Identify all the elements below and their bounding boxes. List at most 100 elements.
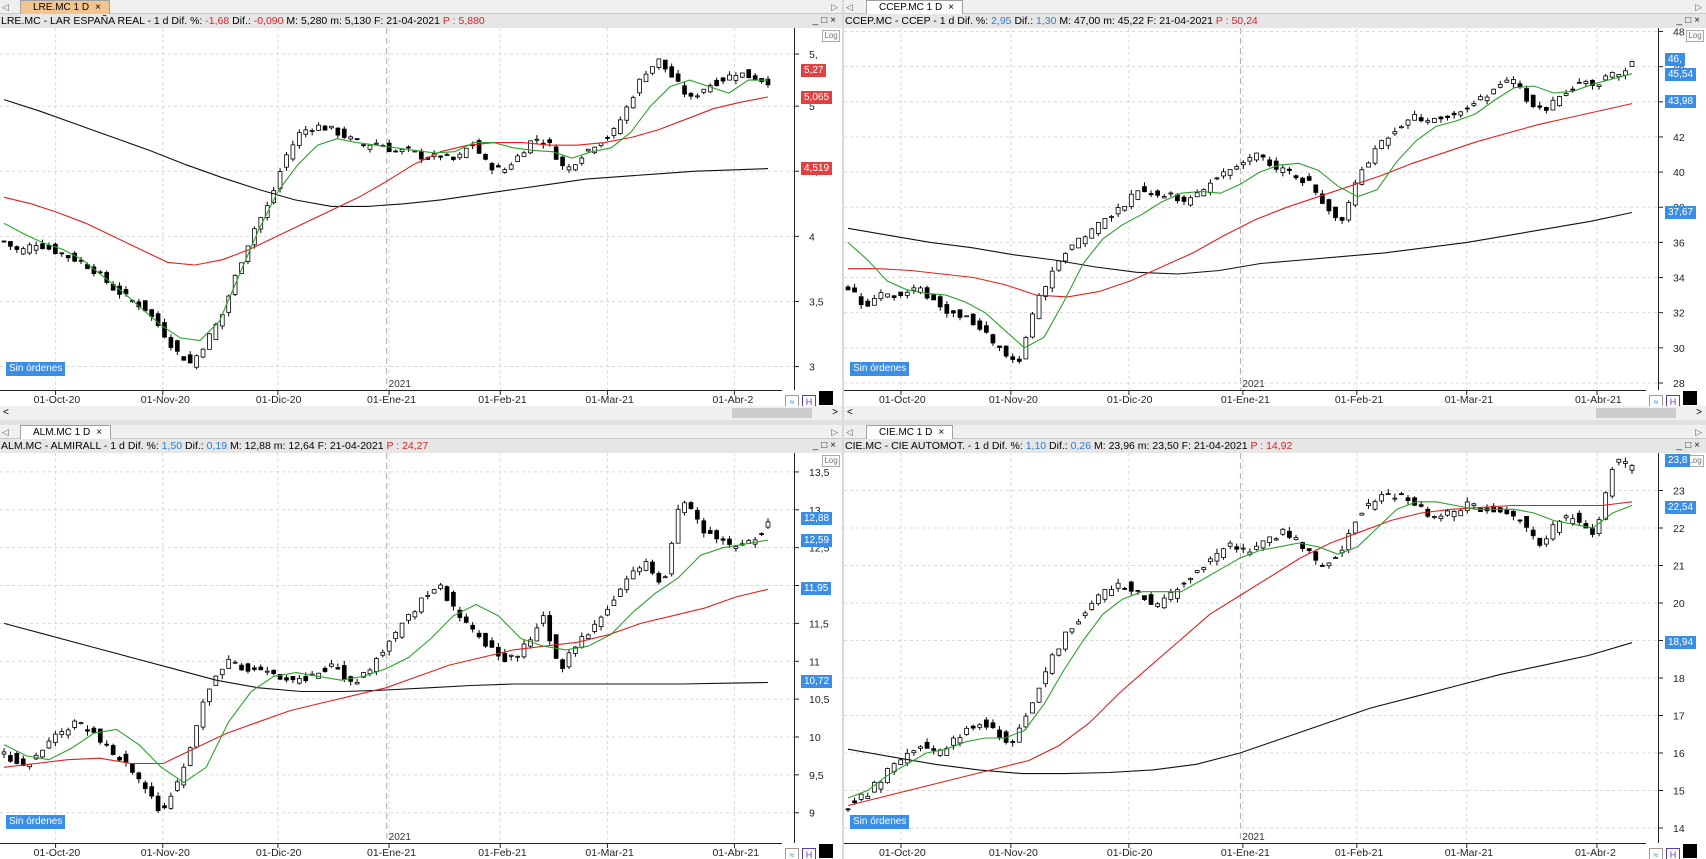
candle xyxy=(27,242,33,256)
date-value: 21-04-2021 xyxy=(1159,15,1213,27)
candle xyxy=(348,135,354,141)
scroll-right-icon[interactable]: > xyxy=(1696,407,1702,418)
candle xyxy=(1497,507,1503,514)
tab-close-icon[interactable]: × xyxy=(96,427,103,438)
candle xyxy=(977,723,983,730)
x-tick-label: 01-Mar-21 xyxy=(585,394,634,406)
x-tick-label: 01-Nov-20 xyxy=(989,394,1038,406)
date-axis[interactable]: 01-Oct-20 01-Nov-20 01-Dic-20 01-Ene-21 01-F… xyxy=(0,390,794,406)
candle xyxy=(1511,76,1516,88)
scroll-right-icon[interactable]: > xyxy=(832,407,838,418)
panel-divider-horizontal[interactable] xyxy=(0,420,1706,425)
candle xyxy=(1451,110,1457,119)
chart-tool-buttons[interactable]: ≈ H xyxy=(1646,843,1706,859)
chart-panel-lre: ◁ LRE.MC 1 D × ▷ LRE.MC - LAR ESPAÑA REAL - … xyxy=(0,0,842,420)
tab-scroll-left-icon[interactable]: ◁ xyxy=(2,427,9,437)
candle xyxy=(297,674,302,685)
scroll-left-icon[interactable]: < xyxy=(3,407,9,418)
candle xyxy=(1260,540,1266,551)
candle xyxy=(1616,458,1622,466)
tab-scroll-right-icon[interactable]: ▷ xyxy=(1695,2,1702,12)
candle xyxy=(412,610,418,620)
tab-lre[interactable]: LRE.MC 1 D × xyxy=(20,0,110,14)
log-scale-toggle[interactable]: Log xyxy=(822,455,840,467)
candle xyxy=(59,728,65,738)
log-scale-toggle[interactable]: Log xyxy=(822,30,840,42)
tab-close-icon[interactable]: × xyxy=(938,427,945,438)
y-tick-label: 3,5 xyxy=(809,296,824,308)
scrollbar-thumb[interactable] xyxy=(732,408,812,418)
price-axis[interactable]: Log99,51010,51111,51212,51313,512,8812,5… xyxy=(794,453,842,843)
price-tag: 45,54 xyxy=(1665,67,1697,81)
candle xyxy=(1207,556,1213,565)
tab-close-icon[interactable]: × xyxy=(948,2,955,13)
candle xyxy=(964,315,969,318)
price-value: 14,92 xyxy=(1266,440,1293,452)
price-chart[interactable]: 2021 xyxy=(0,453,794,843)
window-buttons[interactable]: _□× xyxy=(1676,15,1703,26)
candle xyxy=(1043,285,1049,301)
moving-average-short xyxy=(3,539,769,784)
candle xyxy=(1168,191,1174,197)
candle xyxy=(1629,60,1635,67)
tab-scroll-left-icon[interactable]: ◁ xyxy=(846,2,853,12)
price-chart[interactable]: 2021 xyxy=(844,28,1658,390)
candle xyxy=(1399,125,1404,129)
date-axis-ticks: 01-Oct-20 01-Nov-20 01-Dic-20 01-Ene-21 01-F… xyxy=(879,844,1616,859)
tab-scroll-left-icon[interactable]: ◁ xyxy=(2,2,9,12)
fill-color-icon[interactable] xyxy=(1683,391,1697,405)
candle xyxy=(1511,509,1516,521)
panel-divider-vertical[interactable] xyxy=(842,0,844,859)
date-axis[interactable]: 01-Oct-20 01-Nov-20 01-Dic-20 01-Ene-21 01-F… xyxy=(844,390,1658,406)
date-axis[interactable]: 01-Oct-20 01-Nov-20 01-Dic-20 01-Ene-21 01-F… xyxy=(844,843,1658,859)
y-tick-label: 36 xyxy=(1673,237,1685,249)
candle xyxy=(662,575,668,579)
candle xyxy=(97,728,103,745)
candle xyxy=(1372,499,1378,511)
price-tag: 11,95 xyxy=(801,582,832,596)
candle xyxy=(1181,195,1187,206)
crosshair-icon[interactable]: H xyxy=(1666,848,1680,859)
date-axis[interactable]: 01-Oct-20 01-Nov-20 01-Dic-20 01-Ene-21 01-F… xyxy=(0,843,794,859)
chart-tool-buttons[interactable]: ≈ H xyxy=(782,843,842,859)
tab-cie[interactable]: CIE.MC 1 D × xyxy=(866,425,954,439)
horizontal-scrollbar[interactable]: < > xyxy=(0,406,842,420)
tab-alm[interactable]: ALM.MC 1 D × xyxy=(20,425,112,439)
window-buttons[interactable]: _□× xyxy=(1676,440,1703,451)
indicator-icon[interactable]: ≈ xyxy=(1649,848,1663,859)
tab-scroll-right-icon[interactable]: ▷ xyxy=(1695,427,1702,437)
price-tag: 5,27 xyxy=(801,63,827,77)
fill-color-icon[interactable] xyxy=(819,391,833,405)
scroll-left-icon[interactable]: < xyxy=(847,407,853,418)
candle xyxy=(457,151,463,160)
tab-close-icon[interactable]: × xyxy=(95,2,101,13)
dif-pct-value: -1,68 xyxy=(205,15,230,27)
fill-color-icon[interactable] xyxy=(819,844,833,858)
candle xyxy=(1464,497,1470,514)
tab-scroll-right-icon[interactable]: ▷ xyxy=(831,427,838,437)
scrollbar-thumb[interactable] xyxy=(1596,408,1676,418)
candle xyxy=(1076,237,1081,249)
indicator-icon[interactable]: ≈ xyxy=(785,848,799,859)
tab-scroll-left-icon[interactable]: ◁ xyxy=(846,427,853,437)
crosshair-icon[interactable]: H xyxy=(802,848,816,859)
price-chart[interactable]: 2021 xyxy=(0,28,794,390)
candle xyxy=(701,88,707,95)
log-scale-toggle[interactable]: Log xyxy=(1686,30,1704,42)
y-tick-label: 34 xyxy=(1673,273,1685,285)
price-axis[interactable]: Log283032343638404244464846,45,5443,9837… xyxy=(1658,28,1706,390)
fill-color-icon[interactable] xyxy=(1683,844,1697,858)
tab-ccep[interactable]: CCEP.MC 1 D × xyxy=(866,0,964,14)
window-buttons[interactable]: _□× xyxy=(812,15,839,26)
log-scale-toggle[interactable]: Log xyxy=(1686,455,1704,467)
price-chart[interactable]: 2021 xyxy=(844,453,1658,843)
tab-scroll-right-icon[interactable]: ▷ xyxy=(831,2,838,12)
candle xyxy=(1115,578,1121,592)
horizontal-scrollbar[interactable]: < > xyxy=(844,406,1706,420)
chart-tool-buttons[interactable]: ≈ H xyxy=(1646,390,1706,409)
x-tick-label: 01-Abr-21 xyxy=(712,847,759,859)
chart-tool-buttons[interactable]: ≈ H xyxy=(782,390,842,409)
window-buttons[interactable]: _□× xyxy=(812,440,839,451)
